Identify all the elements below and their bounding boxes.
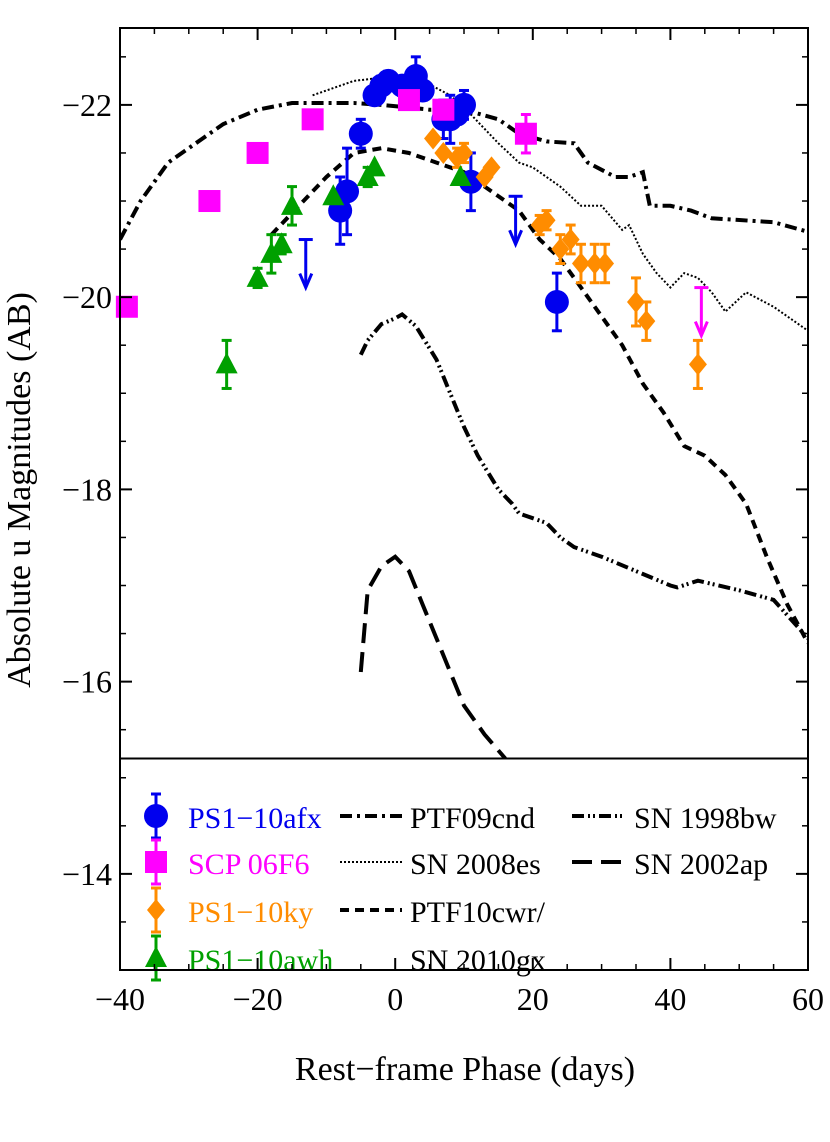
legend-line-label-a-2: PTF10cwr/ — [410, 896, 546, 929]
point-2-9 — [561, 228, 580, 251]
point-2-10 — [571, 252, 590, 275]
point-1-0 — [115, 295, 138, 318]
y-tick-label: −18 — [62, 471, 112, 507]
point-2-13 — [627, 290, 645, 313]
point-0-2 — [348, 121, 373, 146]
y-tick-label: −20 — [62, 279, 112, 315]
y-axis-label: Absolute u Magnitudes (AB) — [1, 292, 38, 688]
point-1-3 — [301, 108, 324, 131]
point-2-14 — [637, 310, 656, 333]
point-3-4 — [281, 193, 303, 215]
legend-marker-2 — [147, 899, 165, 921]
curve-4 — [358, 554, 507, 759]
model-curves — [120, 75, 808, 759]
legend: PS1−10afx SCP 06F6 PS1−10ky PS1−10awh PTF09c… — [144, 792, 777, 982]
point-2-8 — [551, 238, 570, 261]
legend-label-1: SCP 06F6 — [188, 848, 309, 881]
point-3-3 — [270, 232, 293, 254]
limit-head-0 — [298, 272, 314, 292]
limit-head-1 — [508, 229, 523, 249]
point-1-6 — [514, 122, 537, 145]
point-0-1 — [335, 179, 360, 204]
point-2-11 — [585, 252, 604, 275]
legend-label-0: PS1−10afx — [188, 802, 322, 835]
point-1-1 — [198, 190, 221, 213]
y-tick-label: −16 — [62, 664, 112, 700]
point-3-5 — [322, 184, 345, 206]
point-2-1 — [434, 141, 453, 164]
point-0-14 — [544, 289, 569, 314]
point-3-1 — [246, 265, 269, 287]
legend-line-label-a-0: PTF09cnd — [410, 802, 535, 835]
legend-marker-3 — [145, 946, 167, 967]
point-1-4 — [397, 89, 420, 112]
curve-2 — [269, 146, 808, 645]
point-2-5 — [482, 156, 501, 179]
x-tick-label: 60 — [792, 981, 824, 1017]
legend-line-label-a-3: SN 2010gx — [410, 944, 546, 977]
point-2-12 — [596, 252, 615, 275]
legend-marker-1 — [145, 851, 167, 873]
legend-line-label-b-1: SN 2002ap — [634, 848, 768, 881]
x-axis-label: Rest−frame Phase (days) — [295, 1051, 635, 1088]
point-3-0 — [215, 352, 238, 374]
x-tick-label: −20 — [233, 981, 283, 1017]
point-0-12 — [452, 92, 476, 117]
upper-limit-arrows — [298, 194, 709, 340]
point-2-7 — [537, 209, 556, 232]
x-tick-label: 20 — [517, 981, 549, 1017]
point-3-8 — [449, 164, 472, 186]
point-3-7 — [363, 155, 386, 177]
point-1-2 — [246, 141, 269, 164]
legend-marker-0 — [144, 804, 168, 828]
point-1-5 — [432, 98, 455, 121]
legend-line-label-a-1: SN 2008es — [410, 848, 541, 881]
x-tick-label: 0 — [387, 981, 403, 1017]
point-2-3 — [455, 141, 473, 164]
curve-0 — [120, 101, 808, 241]
axis-ticks: −40 −20 0 20 40 60 −14 −16 −18 −20 −22 — [62, 28, 824, 1017]
data-points — [115, 55, 707, 390]
curve-1 — [312, 75, 808, 332]
point-2-15 — [688, 353, 707, 376]
y-tick-label: −14 — [62, 856, 112, 892]
legend-label-2: PS1−10ky — [188, 896, 313, 929]
x-tick-label: 40 — [654, 981, 686, 1017]
legend-label-3: PS1−10awh — [188, 944, 333, 977]
y-tick-label: −22 — [62, 87, 112, 123]
legend-line-label-b-0: SN 1998bw — [634, 802, 777, 835]
limit-head-2 — [693, 321, 709, 340]
x-tick-label: −40 — [95, 981, 145, 1017]
curve-3 — [358, 311, 808, 640]
point-2-0 — [424, 127, 443, 150]
